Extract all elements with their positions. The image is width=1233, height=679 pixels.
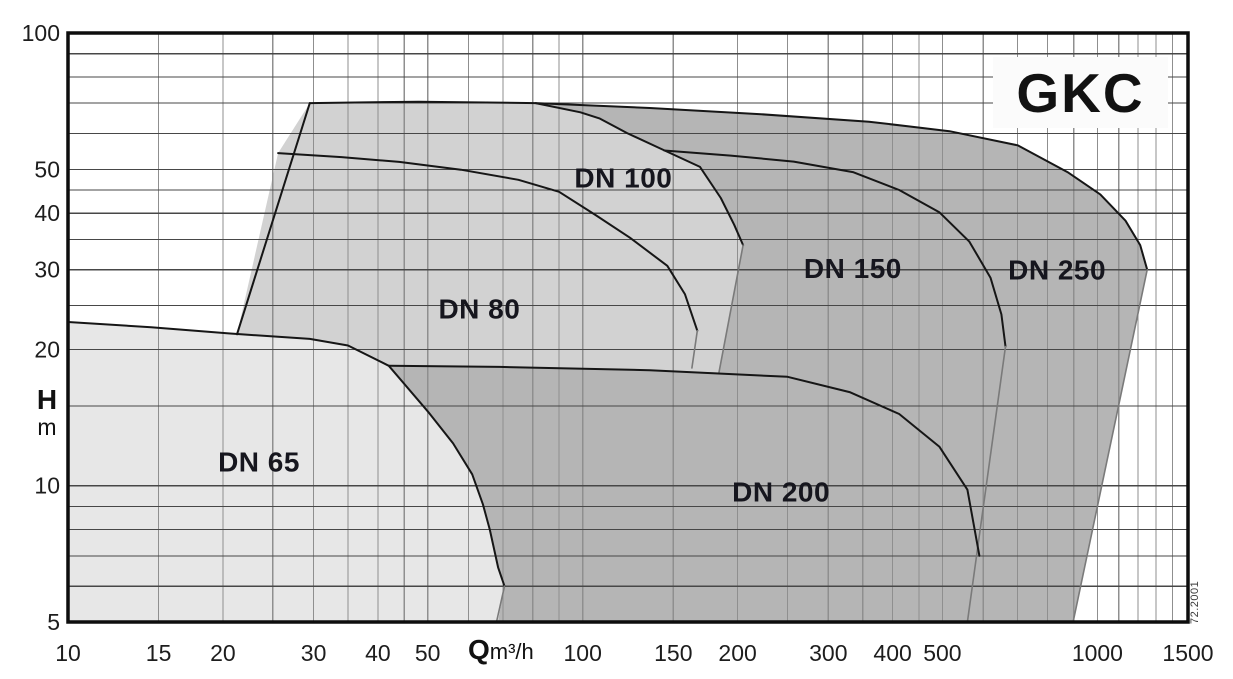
x-tick-label: 150 [654, 640, 692, 666]
boundary-dn150-top-right [663, 149, 1007, 348]
region-label-dn-65: DN 65 [218, 447, 300, 478]
boundary-dn80-right-slant [691, 329, 699, 369]
y-tick-label: 5 [47, 609, 60, 635]
boundary-dn250-top-right [534, 102, 1149, 271]
region-labels-layer: DN 65 DN 80 DN 100 DN 150 DN 250 DN 200 [218, 162, 1106, 507]
region-label-dn-100: DN 100 [574, 162, 672, 193]
y-tick-label: 100 [22, 20, 60, 46]
boundary-dn250-right-slant [1072, 268, 1148, 622]
x-axis-symbol: Q [468, 634, 490, 665]
y-axis-symbol: H [36, 384, 58, 415]
boundary-dn100-top-right [308, 100, 745, 247]
region-label-dn-250: DN 250 [1008, 255, 1106, 286]
x-tick-label: 200 [718, 640, 756, 666]
plot-frame [66, 31, 1190, 624]
grid-layer [68, 33, 1188, 622]
x-tick-label: 30 [301, 640, 327, 666]
x-axis-title: Qm³/h [468, 634, 534, 666]
boundary-dn65-bottom-slant [495, 585, 506, 622]
region-label-dn-200: DN 200 [732, 477, 830, 508]
tick-labels-layer: 100 50 40 30 20 10 5 10 15 20 30 40 50 100 150 200 300 40… [22, 20, 1214, 666]
x-axis-unit: m³/h [489, 639, 534, 664]
x-tick-label: 1000 [1072, 640, 1123, 666]
boundary-dn80-top-right [277, 152, 699, 332]
boundary-dn150-dn200-slant [966, 345, 1007, 622]
model-badge: GKC [993, 57, 1168, 128]
y-tick-label: 50 [34, 156, 60, 182]
model-name: GKC [1016, 61, 1145, 124]
x-tick-label: 300 [809, 640, 847, 666]
boundary-dn100-right-slant [718, 244, 744, 374]
y-tick-label: 10 [34, 473, 60, 499]
boundary-dn80-dn100-left-slant [236, 102, 311, 336]
boundary-dn65-limit [68, 321, 506, 588]
drawing-number: 72.2001 [1189, 580, 1201, 624]
boundaries-layer [68, 100, 1149, 622]
x-tick-label: 15 [146, 640, 172, 666]
region-label-dn-150: DN 150 [804, 253, 902, 284]
x-tick-label: 1500 [1162, 640, 1213, 666]
y-tick-label: 20 [34, 336, 60, 362]
x-tick-label: 10 [55, 640, 81, 666]
x-tick-label: 500 [923, 640, 961, 666]
region-label-dn-80: DN 80 [438, 294, 520, 325]
region-dn-150-dn-200-dn-250 [388, 103, 1148, 622]
x-tick-label: 20 [210, 640, 236, 666]
boundary-dn200-top-right [387, 364, 981, 557]
x-tick-label: 50 [415, 640, 441, 666]
y-tick-label: 30 [34, 257, 60, 283]
x-tick-label: 40 [365, 640, 391, 666]
y-axis-title: H m [26, 386, 68, 439]
y-axis-unit: m [37, 414, 57, 440]
x-tick-label: 100 [564, 640, 602, 666]
y-tick-label: 40 [34, 200, 60, 226]
x-tick-label: 400 [873, 640, 911, 666]
region-dn-65 [68, 322, 505, 622]
